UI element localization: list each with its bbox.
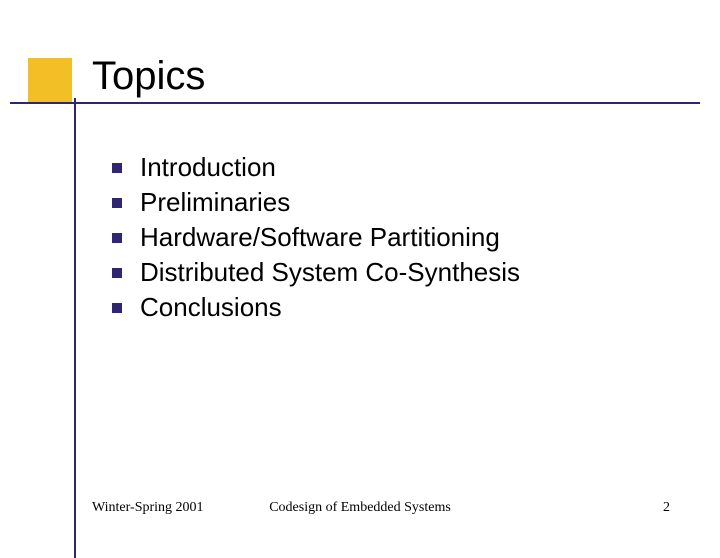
list-item-label: Hardware/Software Partitioning (140, 222, 500, 253)
list-item-label: Introduction (140, 152, 276, 183)
list-item: Conclusions (112, 292, 672, 323)
bullet-square-icon (112, 303, 122, 313)
footer: Winter-Spring 2001 Codesign of Embedded … (0, 500, 720, 516)
list-item-label: Preliminaries (140, 187, 290, 218)
list-item-label: Conclusions (140, 292, 282, 323)
bullet-square-icon (112, 163, 122, 173)
bullet-list: Introduction Preliminaries Hardware/Soft… (112, 152, 672, 327)
footer-page-number: 2 (663, 500, 670, 516)
list-item: Preliminaries (112, 187, 672, 218)
footer-left-text: Winter-Spring 2001 (92, 500, 204, 516)
bullet-square-icon (112, 198, 122, 208)
title-underline (10, 102, 700, 104)
bullet-square-icon (112, 268, 122, 278)
footer-center-text: Codesign of Embedded Systems (269, 500, 451, 516)
title-vertical-rule (74, 98, 76, 558)
list-item: Distributed System Co-Synthesis (112, 257, 672, 288)
list-item-label: Distributed System Co-Synthesis (140, 257, 520, 288)
bullet-square-icon (112, 233, 122, 243)
slide-title: Topics (92, 54, 205, 99)
list-item: Introduction (112, 152, 672, 183)
accent-square (28, 58, 72, 102)
list-item: Hardware/Software Partitioning (112, 222, 672, 253)
